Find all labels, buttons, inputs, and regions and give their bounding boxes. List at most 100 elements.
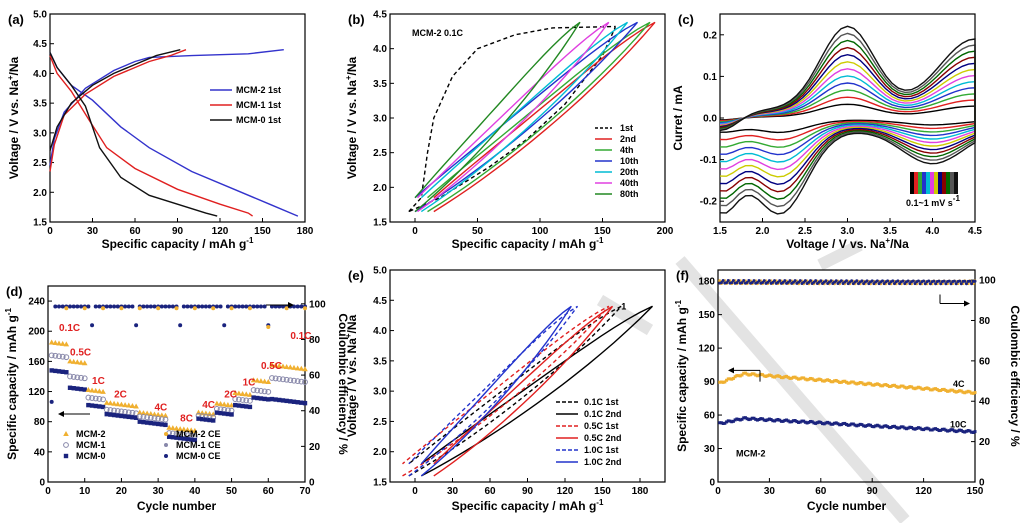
data-point [745, 417, 749, 421]
data-point [71, 386, 76, 391]
data-point [915, 386, 919, 390]
data-point [786, 375, 790, 379]
data-point [56, 353, 62, 360]
data-point [207, 304, 212, 309]
data-point [236, 396, 242, 403]
data-point [283, 376, 290, 383]
data-point [889, 384, 893, 388]
data-point [67, 373, 73, 380]
data-point [817, 377, 821, 381]
data-point [904, 427, 908, 431]
data-point [96, 388, 103, 394]
data-point [200, 416, 205, 422]
data-point [797, 420, 801, 424]
legend-color-strip [938, 172, 942, 194]
data-point [896, 426, 900, 430]
y-tick-label: 4.0 [373, 326, 387, 337]
data-point [272, 362, 279, 368]
data-point [303, 306, 307, 311]
legend-color-strip [934, 172, 938, 194]
y-tick-label: 3.5 [33, 99, 47, 110]
x-tick-label: 90 [522, 486, 534, 497]
data-point [287, 377, 294, 384]
data-point [923, 427, 927, 431]
ce-point [783, 279, 787, 283]
data-point [805, 421, 809, 425]
data-point [793, 419, 797, 423]
data-point [952, 429, 956, 433]
data-point [280, 398, 286, 403]
data-point [939, 388, 943, 392]
data-point [90, 323, 95, 328]
legend-label: 1.0C 1st [584, 445, 619, 455]
data-point [287, 364, 294, 370]
data-point [144, 420, 150, 425]
ce-point [839, 279, 843, 283]
ce-point [947, 279, 951, 283]
data-point [879, 425, 883, 429]
ce-point [726, 279, 730, 283]
data-point [170, 425, 176, 431]
data-point [718, 421, 722, 425]
y-tick-label: 1.5 [33, 218, 47, 229]
data-point [89, 387, 95, 393]
data-point [738, 418, 742, 422]
x-tick-label: 0 [412, 486, 418, 497]
data-point [845, 380, 848, 384]
data-point [870, 383, 874, 387]
data-point [211, 306, 216, 311]
data-point [103, 399, 110, 405]
data-point [728, 377, 732, 381]
data-point [797, 377, 801, 381]
data-point [49, 368, 54, 373]
data-point [898, 385, 902, 389]
ce-point [896, 279, 900, 283]
ce-point [742, 279, 746, 283]
x-tick-label: 150 [967, 486, 984, 497]
data-point [148, 411, 154, 417]
data-point [891, 383, 895, 387]
data-point [266, 324, 271, 329]
data-point [964, 390, 968, 394]
data-point [851, 422, 855, 426]
ce-point [964, 282, 968, 286]
data-point [868, 423, 872, 427]
data-point [910, 385, 914, 389]
data-point [786, 419, 790, 423]
y-tick-label: 0.1 [703, 72, 717, 83]
data-point [927, 427, 931, 431]
data-point [262, 304, 267, 309]
data-point [74, 359, 81, 365]
data-point [930, 388, 934, 392]
data-point [229, 306, 234, 311]
data-point [728, 419, 732, 423]
data-point [795, 376, 799, 380]
data-point [247, 306, 252, 311]
y2-tick-label: 60 [979, 356, 991, 367]
data-point [276, 375, 283, 382]
data-point [788, 376, 792, 380]
data-point [214, 410, 220, 415]
ce-point [865, 279, 869, 283]
legend-label: 2nd [620, 134, 636, 144]
y-axis-label: Specific capacity / mAh g-1 [4, 308, 19, 460]
data-point [766, 418, 770, 422]
data-point [247, 391, 253, 397]
data-point [767, 373, 771, 377]
data-point [299, 400, 304, 405]
data-point [258, 396, 264, 401]
legend-label: 10th [620, 156, 639, 166]
data-point [295, 400, 300, 405]
data-point [834, 421, 838, 425]
data-point [778, 374, 782, 378]
panel-d: 0 10 20 30 40 50 60 7004080120160200240(d)Cycle… [4, 284, 350, 513]
data-point [192, 437, 198, 443]
y2-tick-label: 20 [979, 437, 991, 448]
legend-color-strip [914, 172, 918, 194]
legend-label: 20th [620, 167, 639, 177]
data-point [294, 378, 301, 385]
data-point [133, 403, 139, 409]
data-point [162, 412, 169, 418]
data-point [882, 424, 886, 428]
data-point [148, 304, 153, 309]
